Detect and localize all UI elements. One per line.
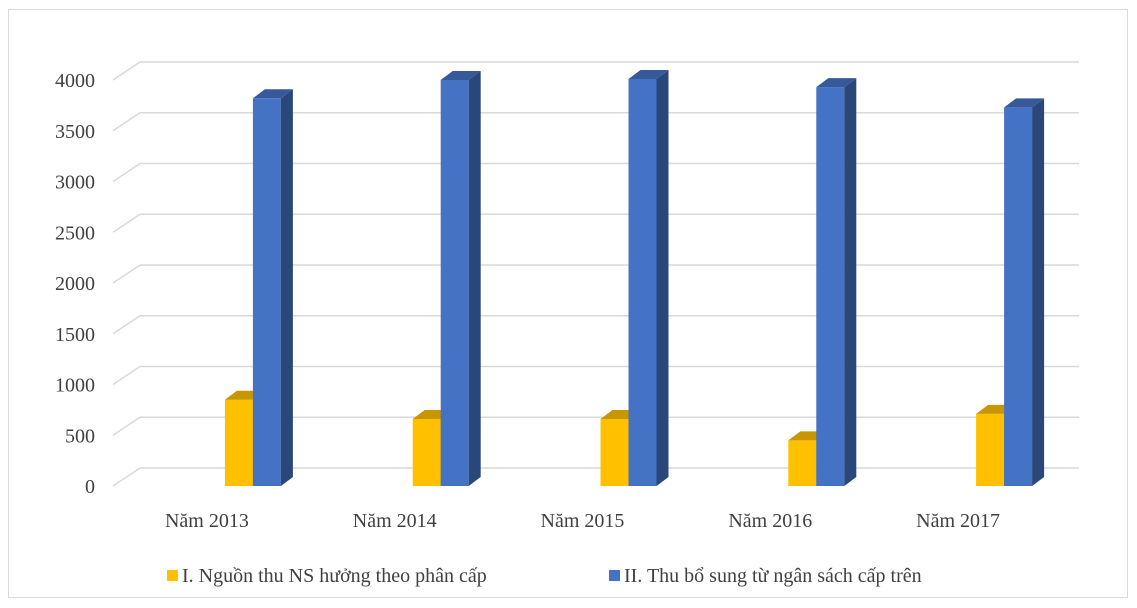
y-tick-label: 3000 [55,172,95,194]
y-tick-label: 0 [85,476,95,498]
y-tick-label: 1000 [55,375,95,397]
x-tick-label: Năm 2014 [353,510,437,532]
x-tick-label: Năm 2013 [165,510,249,532]
x-axis: Năm 2013 Năm 2014 Năm 2015 Năm 2016 Năm 2017 [165,510,1000,532]
gridline-depth [112,162,141,183]
y-tick-label: 2000 [55,273,95,295]
legend: I. Nguồn thu NS hưởng theo phân cấp II. T… [167,565,922,587]
bar-front [412,419,441,486]
bar-side [844,78,857,486]
legend-swatch [167,570,178,581]
gridline-depth [112,264,141,284]
bar-top [440,71,481,80]
y-tick-label: 4000 [55,70,95,92]
bar-front [600,419,629,486]
bar-top [252,89,293,99]
bar-side [280,89,293,487]
y-axis: 0 500 1000 1500 2000 2500 3000 3500 4000 [55,70,95,498]
x-tick-label: Năm 2015 [541,510,625,532]
bar-front [1004,107,1033,486]
x-tick-label: Năm 2016 [728,510,812,532]
gridline-depth [112,467,141,487]
gridline-depth [112,416,141,436]
y-tick-label: 3500 [55,121,95,143]
bar-top [1004,98,1045,108]
y-tick-label: 2500 [55,222,95,244]
x-tick-label: Năm 2017 [916,510,1000,532]
bar-front [224,399,253,486]
bar-side [468,71,481,486]
legend-label: I. Nguồn thu NS hưởng theo phân cấp [182,565,487,587]
y-tick-label: 1500 [55,324,95,346]
chart-frame [8,9,1128,598]
gridline-depth [112,315,141,335]
bar-front [976,413,1005,486]
legend-swatch [609,570,620,581]
gridline-depth [112,112,141,132]
gridline-depth [112,213,141,233]
bar-top [628,69,669,79]
bar-front [788,440,817,486]
bar-side [656,69,669,487]
bar-side [1032,98,1045,486]
gridline-depth [112,61,141,81]
bar-top [816,78,857,88]
bar-front [252,98,281,487]
gridline-depth [112,365,141,386]
bar-front [440,80,469,486]
bars [224,69,1045,487]
legend-label: II. Thu bổ sung từ ngân sách cấp trên [624,565,922,587]
gridlines [112,61,1079,487]
y-tick-label: 500 [65,425,95,447]
bar-front [816,87,845,486]
bar-front [628,78,657,487]
